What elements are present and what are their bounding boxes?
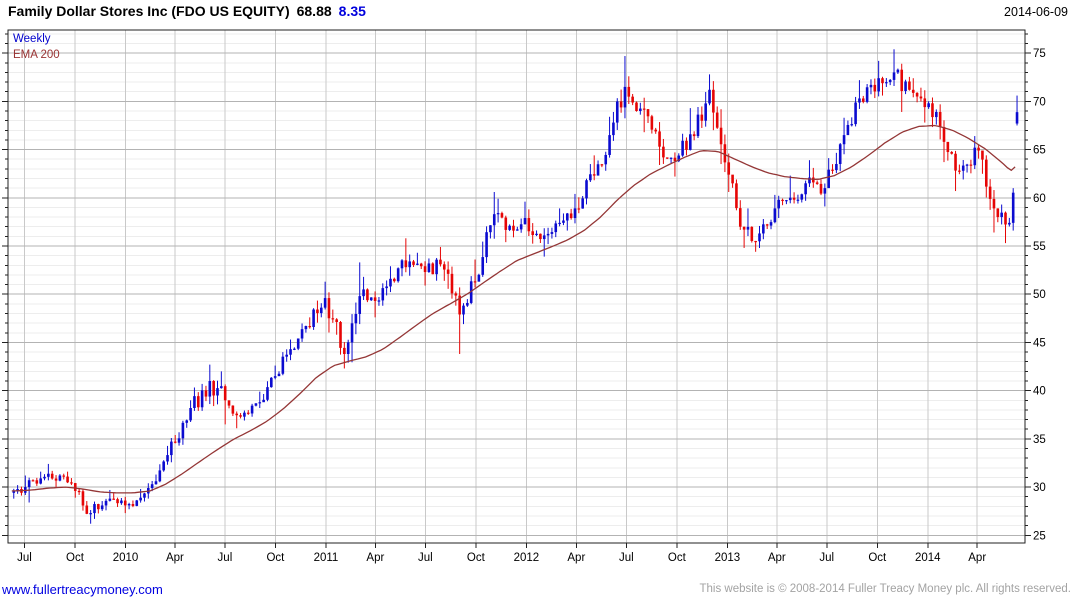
copyright-text: This website is © 2008-2014 Fuller Treac… [699, 583, 1071, 595]
price-change: 8.35 [338, 3, 366, 19]
legend-ema-label: EMA 200 [13, 49, 60, 61]
ema-line [11, 124, 1016, 494]
x-axis-label: Oct [66, 552, 85, 564]
y-axis-label: 50 [1033, 289, 1046, 301]
x-axis-label: Jul [17, 552, 32, 564]
plot-border [7, 29, 1026, 544]
x-axis-label: 2014 [915, 552, 941, 564]
x-axis-label: 2011 [314, 552, 339, 564]
x-axis-label: Jul [418, 552, 433, 564]
chart-title: Family Dollar Stores Inc (FDO US EQUITY) [8, 3, 290, 19]
x-axis-label: Apr [768, 552, 786, 564]
y-axis-label: 70 [1033, 96, 1046, 108]
y-axis-label: 40 [1033, 386, 1046, 398]
y-axis-label: 25 [1033, 530, 1046, 542]
y-axis-label: 75 [1033, 48, 1046, 60]
website-link[interactable]: www.fullertreacymoney.com [2, 582, 163, 597]
x-axis-label: Oct [467, 552, 486, 564]
y-axis-label: 55 [1033, 241, 1046, 253]
x-axis-label: Apr [968, 552, 986, 564]
x-axis-label: 2013 [715, 552, 741, 564]
chart-date: 2014-06-09 [1004, 5, 1068, 19]
x-axis-label: Oct [668, 552, 687, 564]
x-axis-label: 2010 [113, 552, 139, 564]
x-axis-label: Jul [619, 552, 634, 564]
y-axis-label: 65 [1033, 145, 1046, 157]
x-axis-label: Apr [166, 552, 184, 564]
chart-header: Family Dollar Stores Inc (FDO US EQUITY)… [8, 3, 366, 19]
x-axis-label: Apr [567, 552, 585, 564]
x-axis-label: 2012 [514, 552, 540, 564]
x-axis-label: Jul [218, 552, 233, 564]
axes: 25 30 35 40 45 50 55 60 65 70 75 Jul Oct 2010 Apr Jul Oc… [2, 33, 1046, 564]
x-axis-label: Oct [868, 552, 887, 564]
y-axis-label: 45 [1033, 337, 1046, 349]
y-axis-label: 60 [1033, 193, 1046, 205]
y-axis-label: 30 [1033, 482, 1046, 494]
x-axis-label: Apr [366, 552, 384, 564]
legend-weekly-label: Weekly [13, 33, 51, 45]
x-axis-label: Oct [266, 552, 285, 564]
y-axis-label: 35 [1033, 434, 1046, 446]
x-axis-label: Jul [819, 552, 834, 564]
last-price: 68.88 [296, 3, 332, 19]
grid [8, 30, 1025, 543]
candles [12, 49, 1019, 524]
